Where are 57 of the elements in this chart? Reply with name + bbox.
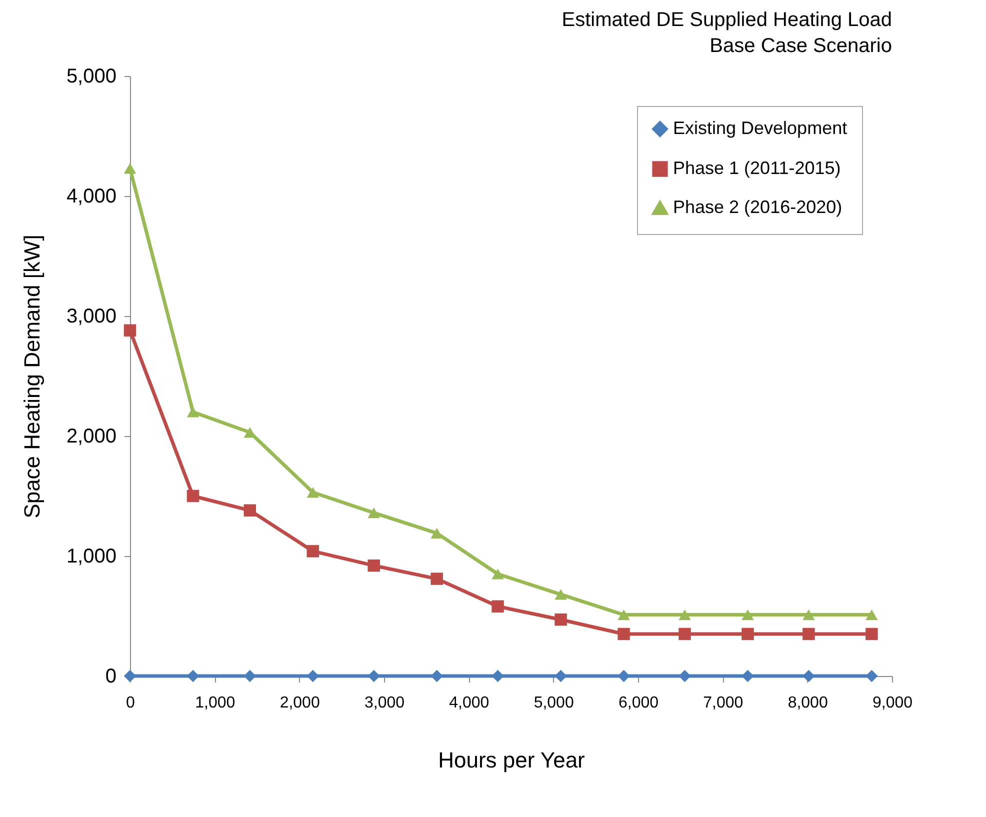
point (124, 324, 136, 337)
y-tick-label: 4,000 (66, 186, 116, 208)
legend-label: Phase 2 (2016-2020) (673, 197, 842, 217)
x-tick-label: 5,000 (534, 694, 574, 712)
y-axis-title: Space Heating Demand [kW] (19, 234, 44, 518)
x-tick-label: 7,000 (703, 694, 744, 712)
point (866, 628, 878, 640)
point (492, 600, 504, 613)
y-tick-label: 1,000 (66, 546, 116, 568)
point (492, 568, 504, 580)
point (678, 628, 691, 640)
point (554, 613, 567, 626)
x-tick-label: 8,000 (788, 694, 828, 712)
point (368, 670, 380, 682)
point (742, 670, 754, 682)
chart-subtitle: Base Case Scenario (710, 35, 892, 57)
point (492, 670, 504, 682)
point (430, 572, 443, 585)
point (554, 670, 567, 682)
point (618, 628, 630, 640)
point (306, 545, 320, 558)
x-tick-label: 0 (126, 694, 136, 712)
point (678, 609, 691, 620)
y-tick-label: 2,000 (66, 426, 116, 448)
legend-label: Phase 1 (2011-2015) (673, 158, 841, 178)
x-tick-label: 1,000 (195, 694, 236, 712)
point (306, 487, 320, 498)
point (554, 589, 567, 600)
legend-label: Existing Development (673, 118, 848, 138)
x-tick-label: 6,000 (618, 694, 659, 712)
y-tick-label: 0 (105, 666, 116, 688)
point (368, 507, 380, 518)
chart-title: Estimated DE Supplied Heating Load (562, 9, 892, 31)
point (866, 670, 878, 682)
point (678, 670, 691, 682)
point (430, 528, 443, 539)
y-tick-label: 3,000 (66, 306, 116, 328)
x-tick-label: 9,000 (872, 694, 913, 712)
x-axis-title: Hours per Year (438, 748, 585, 772)
x-tick-label: 4,000 (449, 694, 490, 712)
point (802, 670, 815, 682)
point (186, 406, 200, 418)
x-tick-label: 2,000 (280, 694, 320, 712)
point (186, 490, 200, 502)
point (618, 609, 630, 620)
point (430, 670, 443, 682)
x-tick-label: 3,000 (364, 694, 405, 712)
point (618, 670, 630, 682)
point (244, 504, 256, 517)
point (802, 609, 815, 620)
point (368, 559, 380, 572)
point (866, 609, 878, 620)
y-tick-label: 5,000 (66, 66, 116, 88)
point (124, 163, 136, 174)
point (802, 628, 815, 640)
point (742, 628, 754, 640)
point (742, 609, 754, 620)
